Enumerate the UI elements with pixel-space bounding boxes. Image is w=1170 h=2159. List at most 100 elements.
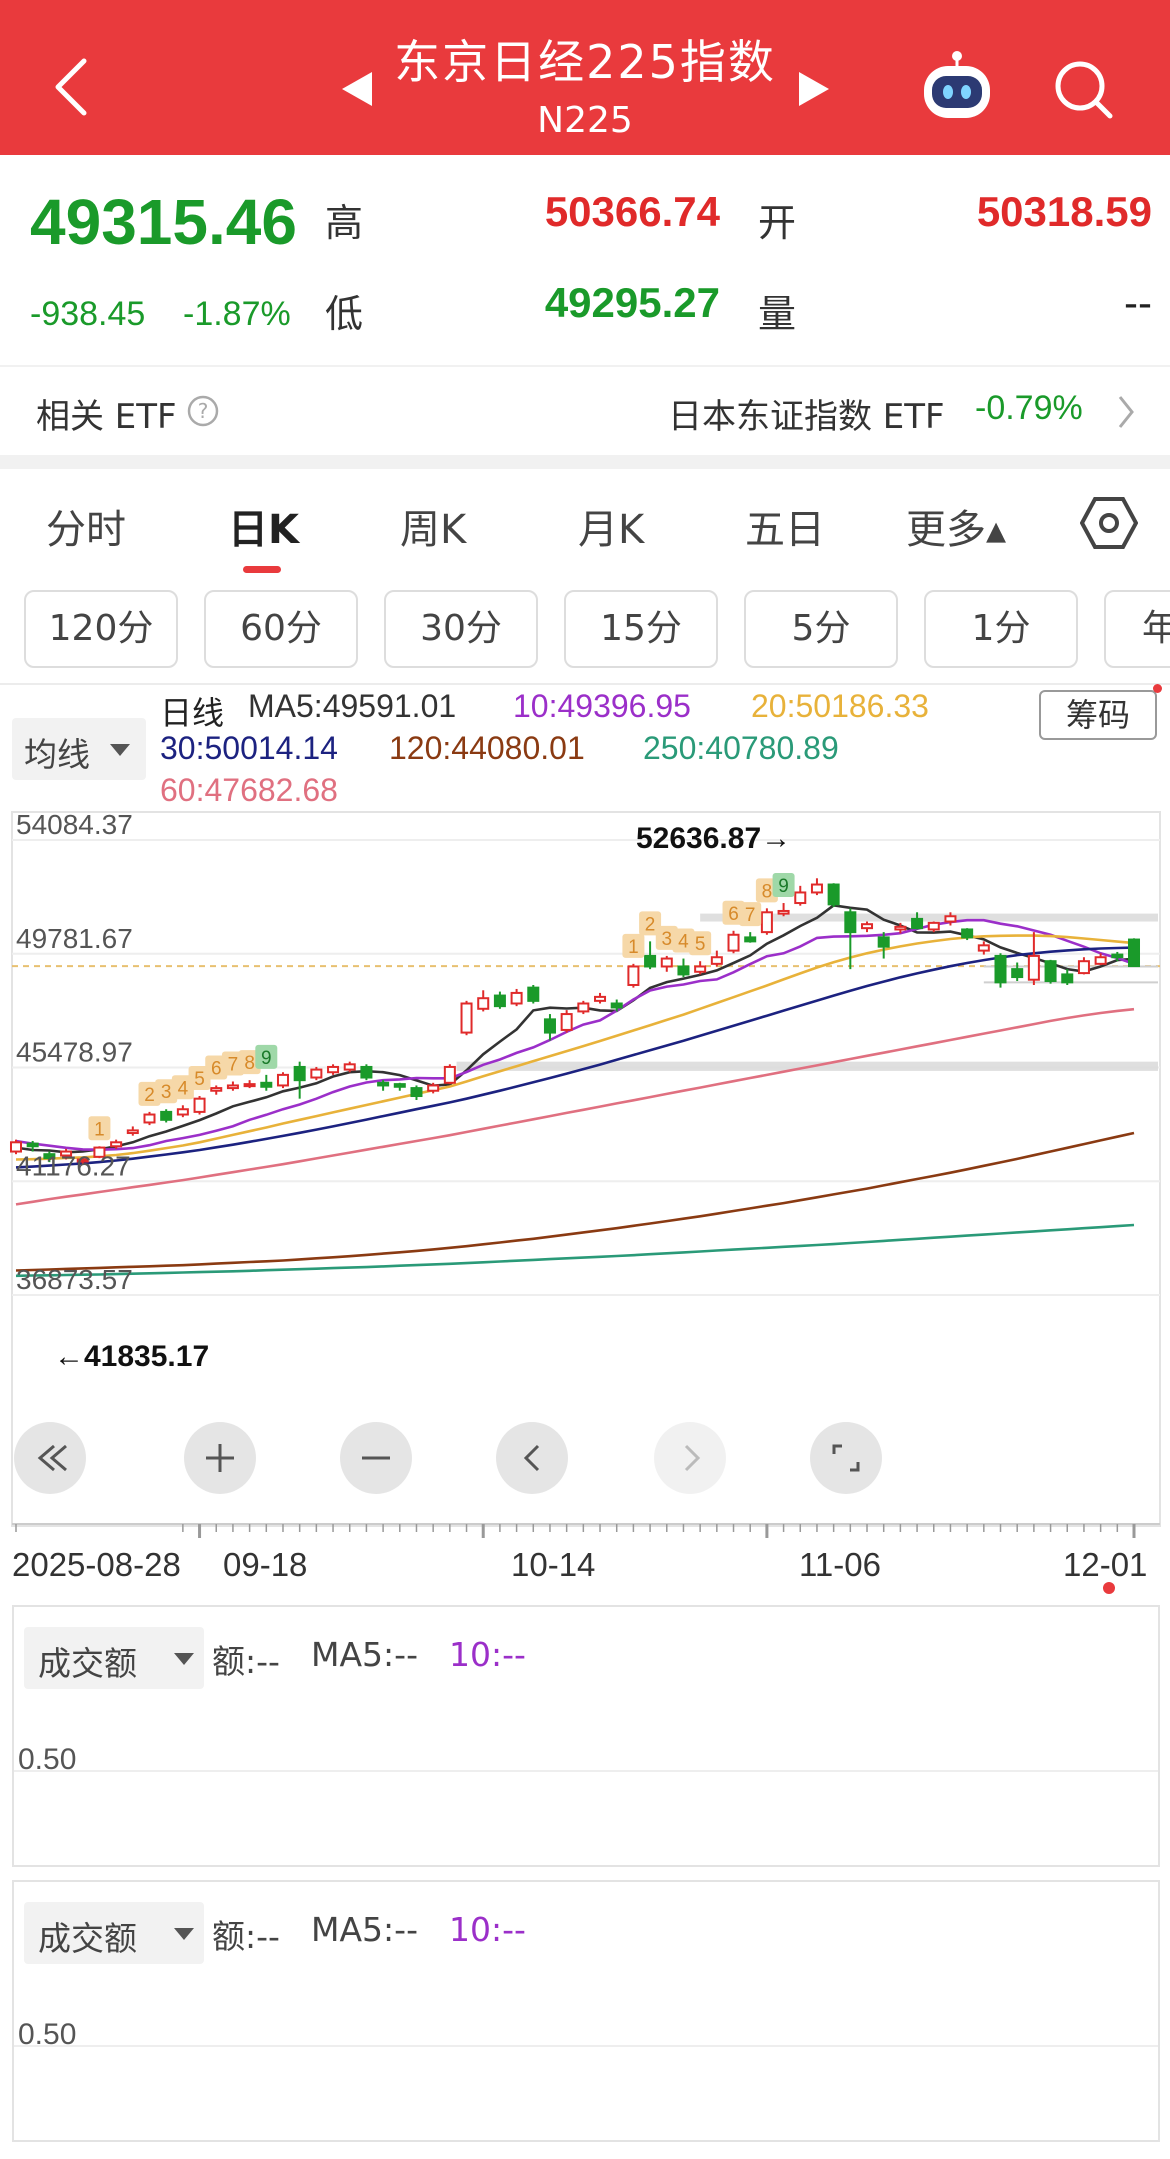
candle-body <box>927 921 940 931</box>
candle <box>927 921 940 933</box>
sequence-tag-bg <box>88 1116 111 1141</box>
tab-five-day[interactable]: 五日 <box>745 507 825 553</box>
candle <box>810 878 823 896</box>
amount-ma5: MA5:-- <box>311 1910 418 1949</box>
candle <box>994 953 1007 988</box>
tab-daily-k[interactable]: 日K <box>228 507 299 553</box>
interval-1m[interactable]: 1分 <box>924 590 1078 668</box>
ma250-value: 250:40780.89 <box>643 730 839 766</box>
sequence-tag-bg <box>155 1079 178 1104</box>
zoom-out-button[interactable] <box>340 1422 412 1494</box>
next-index-icon[interactable] <box>795 70 831 108</box>
candle-body <box>694 965 707 973</box>
sequence-tag-label: 2 <box>645 914 656 935</box>
candle <box>844 908 857 970</box>
candle-body <box>844 911 857 934</box>
candle-body <box>160 1110 173 1121</box>
volume-selector[interactable]: 成交额 <box>24 1902 204 1964</box>
tab-weekly-k[interactable]: 周K <box>400 507 467 553</box>
interval-5m[interactable]: 5分 <box>744 590 898 668</box>
ma60-line <box>15 1007 1135 1206</box>
sequence-tag-label: 4 <box>178 1078 189 1099</box>
related-etf-row[interactable]: 相关 ETF ? 日本东证指数 ETF -0.79% <box>0 367 1170 455</box>
caret-down-icon <box>110 744 130 756</box>
chip-distribution-button[interactable]: 筹码 <box>1039 690 1157 740</box>
sequence-tag-label: 6 <box>728 904 739 925</box>
candle-body <box>93 1146 106 1158</box>
tab-intraday[interactable]: 分时 <box>46 507 126 553</box>
interval-year[interactable]: 年 <box>1104 590 1170 668</box>
indicator-selector-label: 均线 <box>24 735 90 774</box>
candle <box>527 984 540 1004</box>
sequence-tag-bg <box>255 1044 278 1069</box>
open-label: 开 <box>758 201 797 245</box>
candle <box>1044 959 1057 984</box>
sequence-tag-bg <box>171 1075 194 1100</box>
ma250-line <box>15 1223 1135 1278</box>
candle-body <box>744 936 757 943</box>
sequence-tag: 9 <box>255 1044 278 1069</box>
gridline <box>14 2045 1158 2047</box>
amount-ma5: MA5:-- <box>311 1635 418 1674</box>
candle <box>961 928 974 941</box>
section-gap <box>0 455 1170 469</box>
sequence-tag-bg <box>622 933 645 958</box>
volume-selector[interactable]: 成交额 <box>24 1627 204 1689</box>
volume-selector-label: 成交额 <box>38 1919 137 1958</box>
candle <box>877 932 890 959</box>
tab-monthly-k[interactable]: 月K <box>578 507 645 553</box>
fullscreen-button[interactable] <box>810 1422 882 1494</box>
ma30-value: 30:50014.14 <box>160 730 338 766</box>
back-arrow-icon[interactable] <box>50 55 90 119</box>
settings-hexagon-icon[interactable] <box>1080 495 1138 551</box>
gridline <box>14 1770 1158 1772</box>
sequence-tag: 8 <box>755 878 778 903</box>
sequence-tag-bg <box>138 1081 161 1106</box>
volume-tick: 0.50 <box>18 2018 77 2051</box>
interval-120m[interactable]: 120分 <box>24 590 178 668</box>
scroll-left-button[interactable] <box>496 1422 568 1494</box>
robot-assistant-icon[interactable] <box>918 48 996 126</box>
candle-body <box>560 1013 573 1031</box>
sequence-tag-bg <box>188 1066 211 1091</box>
indicator-selector[interactable]: 均线 <box>12 718 146 780</box>
candle-body <box>377 1081 390 1087</box>
prev-index-icon[interactable] <box>340 70 376 108</box>
sequence-tag-label: 5 <box>695 934 706 955</box>
interval-15m[interactable]: 15分 <box>564 590 718 668</box>
page-title: 东京日经225指数 <box>394 35 776 89</box>
scroll-to-start-button[interactable] <box>14 1422 86 1494</box>
related-etf-label: 相关 ETF <box>36 397 177 437</box>
zoom-in-button[interactable] <box>184 1422 256 1494</box>
candle <box>360 1064 373 1081</box>
chip-band <box>700 913 1158 922</box>
candle-body <box>1127 938 1141 968</box>
sequence-tag-bg <box>755 878 778 903</box>
tab-more[interactable]: 更多▴ <box>906 507 1007 553</box>
divider <box>0 683 1170 685</box>
candle-body <box>977 944 990 952</box>
svg-text:?: ? <box>198 399 209 423</box>
ma30-line <box>15 946 1135 1169</box>
candle <box>510 988 523 1007</box>
candle-body <box>9 1141 23 1153</box>
interval-30m[interactable]: 30分 <box>384 590 538 668</box>
candle-body <box>627 965 640 986</box>
volume-panel-2: 成交额 额:-- MA5:-- 10:-- 0.50 <box>12 1880 1160 2142</box>
info-icon[interactable]: ? <box>186 394 220 428</box>
sequence-tag-label: 9 <box>778 876 789 897</box>
sequence-tag-bg <box>655 925 678 950</box>
sequence-tag-bg <box>205 1055 228 1080</box>
sequence-tag-label: 1 <box>94 1119 105 1140</box>
candle-body <box>327 1065 340 1074</box>
interval-60m[interactable]: 60分 <box>204 590 358 668</box>
candle-body <box>644 954 657 968</box>
sequence-tag-label: 5 <box>194 1069 205 1090</box>
high-value: 50366.74 <box>544 188 720 235</box>
amount-value: 额:-- <box>212 1642 280 1681</box>
candle <box>660 955 673 972</box>
candle <box>477 990 490 1012</box>
scroll-right-button[interactable] <box>654 1422 726 1494</box>
search-icon[interactable] <box>1052 58 1116 122</box>
